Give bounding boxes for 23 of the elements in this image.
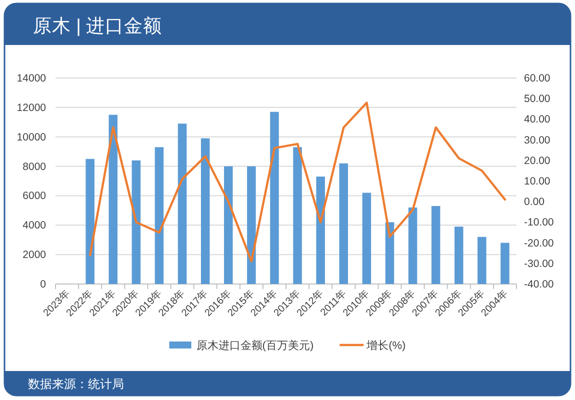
y-tick-label: 8000 [22, 160, 46, 173]
y-tick-label: 10000 [16, 131, 46, 144]
y-tick-label: 0 [40, 278, 46, 290]
y2-tick-label: 30.00 [524, 134, 550, 146]
y2-tick-label: 20.00 [524, 154, 550, 167]
legend-label: 原木进口金额(百万美元) [196, 339, 314, 352]
y2-tick-label: 50.00 [524, 93, 550, 106]
y2-tick-label: -30.00 [524, 258, 554, 270]
y2-tick-label: 0.00 [524, 196, 545, 208]
y-tick-label: 14000 [16, 72, 46, 84]
y2-tick-label: 10.00 [524, 176, 550, 188]
title: 原木 | 进口金额 [33, 15, 162, 36]
source-note: 数据来源：统计局 [28, 377, 124, 391]
legend-label: 增长(%) [366, 339, 406, 352]
y2-tick-label: -40.00 [524, 278, 554, 290]
y2-tick-label: 40.00 [524, 114, 550, 126]
y-tick-label: 4000 [22, 220, 46, 232]
y2-tick-label: 60.00 [524, 72, 550, 84]
y2-tick-label: -20.00 [524, 237, 554, 250]
y-tick-label: 6000 [22, 190, 46, 202]
y-tick-label: 2000 [22, 249, 46, 262]
y2-tick-label: -10.00 [524, 216, 554, 229]
y-tick-label: 12000 [16, 102, 46, 114]
